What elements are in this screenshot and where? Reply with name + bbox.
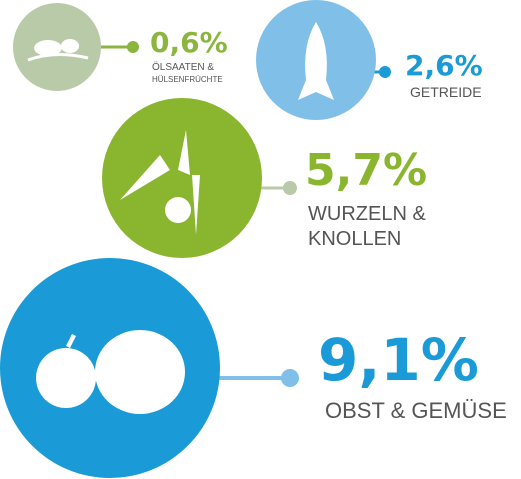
label: KNOLLEN xyxy=(308,228,401,250)
icon xyxy=(36,330,185,414)
circle xyxy=(102,98,262,258)
icon xyxy=(27,39,89,62)
percent: 2,6% xyxy=(405,49,483,82)
label: OBST & GEMÜSE xyxy=(325,398,507,423)
item-fruit: 9,1% OBST & GEMÜSE xyxy=(0,258,507,478)
percent: 5,7% xyxy=(305,145,427,196)
label: HÜLSENFRÜCHTE xyxy=(152,75,223,84)
connector-dot xyxy=(379,66,391,78)
percent: 9,1% xyxy=(318,326,479,394)
connector-dot xyxy=(283,181,297,195)
icon xyxy=(120,130,200,235)
connector-dot xyxy=(281,369,299,387)
label: GETREIDE xyxy=(410,84,482,100)
icon xyxy=(298,22,334,100)
percent: 0,6% xyxy=(150,26,228,59)
connector-dot xyxy=(127,41,139,53)
item-roots: 5,7% WURZELN & KNOLLEN xyxy=(102,98,427,258)
label: ÖLSAATEN & xyxy=(152,61,214,73)
item-grain: 2,6% GETREIDE xyxy=(256,0,483,120)
item-oilseeds: 0,6% ÖLSAATEN & HÜLSENFRÜCHTE xyxy=(13,3,228,91)
label: WURZELN & xyxy=(308,203,426,225)
